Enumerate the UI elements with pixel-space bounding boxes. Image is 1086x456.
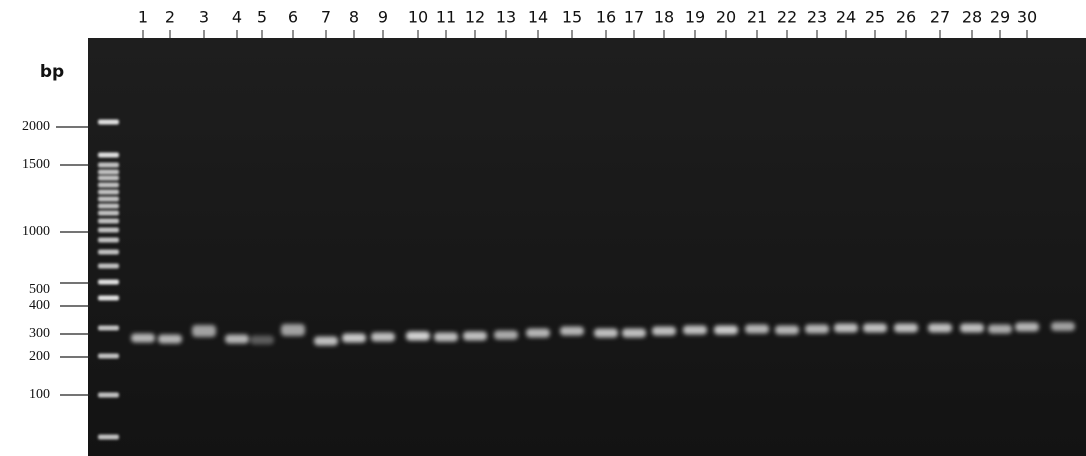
ladder-band [98,280,119,285]
marker-label: 300 [29,326,50,341]
sample-band [622,329,646,338]
lane-label: 20 [716,8,736,27]
lane-label: 21 [747,8,767,27]
lane-label: 15 [562,8,582,27]
ladder-band [98,354,119,359]
sample-band [594,329,618,338]
sample-band [988,325,1012,334]
lane-label: 14 [528,8,548,27]
sample-band [1051,322,1075,331]
ladder-band [98,250,119,255]
lane-label: 5 [257,8,267,27]
ladder-band [98,264,119,269]
ladder-band [98,219,119,224]
lane-label: 13 [496,8,516,27]
lane-label: 11 [436,8,456,27]
sample-band [894,324,918,333]
sample-band [158,335,182,344]
lane-label: 19 [685,8,705,27]
sample-band [192,325,216,337]
lane-label: 22 [777,8,797,27]
sample-band [1015,323,1039,332]
lane-label: 26 [896,8,916,27]
lane-label: 2 [165,8,175,27]
lane-label: 23 [807,8,827,27]
sample-band [928,324,952,333]
sample-band [526,329,550,338]
sample-band [805,325,829,334]
ladder-band [98,163,119,168]
lane-label: 18 [654,8,674,27]
sample-band [714,326,738,335]
lane-label: 27 [930,8,950,27]
lane-label: 4 [232,8,242,27]
marker-label: 200 [29,349,50,364]
lane-label: 12 [465,8,485,27]
sample-band [281,324,305,336]
ladder-band [98,190,119,195]
ladder-band [98,204,119,209]
sample-band [652,327,676,336]
ladder-band [98,120,119,125]
sample-band [560,327,584,336]
ladder-band [98,170,119,175]
ladder-band [98,435,119,440]
ladder-band [98,211,119,216]
lane-label: 30 [1017,8,1037,27]
sample-band [775,326,799,335]
ladder-band [98,393,119,398]
sample-band [863,324,887,333]
sample-band [131,334,155,343]
marker-label: 1000 [22,224,50,239]
sample-band [314,337,338,346]
sample-band [342,334,366,343]
marker-label: 1500 [22,157,50,172]
ladder-band [98,228,119,233]
sample-band [960,324,984,333]
sample-band [225,335,249,344]
axis-label: bp [40,62,64,82]
gel-figure: bp 2000150010005004003002001001234567891… [0,0,1086,456]
ladder-band [98,197,119,202]
sample-band [434,333,458,342]
sample-band [406,332,430,341]
lane-label: 24 [836,8,856,27]
lane-label: 17 [624,8,644,27]
gel [88,38,1086,456]
lane-label: 16 [596,8,616,27]
lane-label: 10 [408,8,428,27]
lane-label: 1 [138,8,148,27]
ladder-band [98,183,119,188]
marker-label: 100 [29,387,50,402]
marker-label: 400 [29,298,50,313]
lane-label: 9 [378,8,388,27]
marker-label: 2000 [22,119,50,134]
sample-band [683,326,707,335]
ladder-band [98,296,119,301]
lane-label: 7 [321,8,331,27]
ladder-band [98,326,119,331]
lane-label: 29 [990,8,1010,27]
lane-label: 3 [199,8,209,27]
ladder-band [98,176,119,181]
lane-label: 8 [349,8,359,27]
sample-band [494,331,518,340]
lane-label: 25 [865,8,885,27]
sample-band [834,324,858,333]
marker-label: 500 [29,282,50,297]
lane-label: 28 [962,8,982,27]
ladder-band [98,238,119,243]
lane-label: 6 [288,8,298,27]
sample-band [463,332,487,341]
sample-band [250,336,274,345]
ladder-band [98,153,119,158]
sample-band [745,325,769,334]
sample-band [371,333,395,342]
